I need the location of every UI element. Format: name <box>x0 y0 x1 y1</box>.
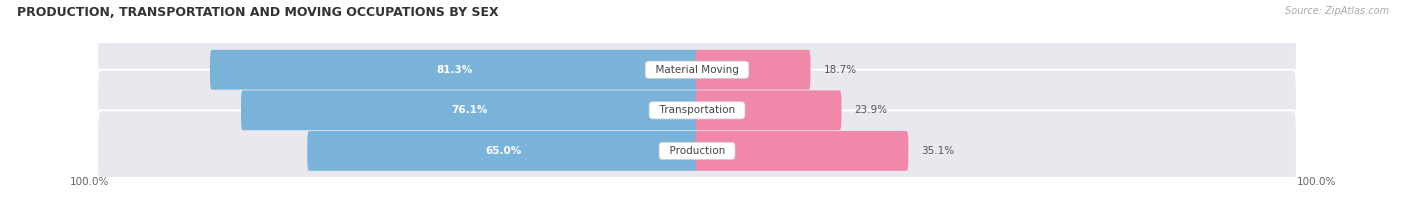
FancyBboxPatch shape <box>97 29 1296 110</box>
Text: 81.3%: 81.3% <box>436 65 472 75</box>
FancyBboxPatch shape <box>240 90 699 130</box>
Text: Production: Production <box>662 146 731 156</box>
Text: Material Moving: Material Moving <box>648 65 745 75</box>
Text: 100.0%: 100.0% <box>70 177 110 187</box>
FancyBboxPatch shape <box>209 50 699 90</box>
Text: Transportation: Transportation <box>652 105 741 115</box>
Text: 65.0%: 65.0% <box>485 146 522 156</box>
Text: 100.0%: 100.0% <box>1296 177 1336 187</box>
FancyBboxPatch shape <box>97 110 1296 191</box>
Text: 23.9%: 23.9% <box>855 105 887 115</box>
Text: 18.7%: 18.7% <box>824 65 856 75</box>
Text: 76.1%: 76.1% <box>451 105 488 115</box>
FancyBboxPatch shape <box>695 131 908 171</box>
FancyBboxPatch shape <box>308 131 699 171</box>
Text: 35.1%: 35.1% <box>921 146 955 156</box>
Text: PRODUCTION, TRANSPORTATION AND MOVING OCCUPATIONS BY SEX: PRODUCTION, TRANSPORTATION AND MOVING OC… <box>17 6 499 19</box>
FancyBboxPatch shape <box>695 90 841 130</box>
FancyBboxPatch shape <box>695 50 810 90</box>
FancyBboxPatch shape <box>97 70 1296 151</box>
Text: Source: ZipAtlas.com: Source: ZipAtlas.com <box>1285 6 1389 16</box>
